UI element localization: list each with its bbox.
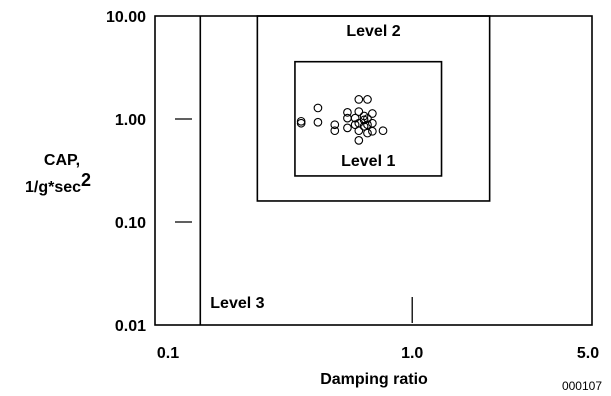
y-tick-label: 1.00 <box>115 112 146 129</box>
y-tick-label: 0.10 <box>115 215 146 232</box>
data-point <box>363 128 372 138</box>
data-point <box>343 113 352 123</box>
x-tick-label: 1.0 <box>401 345 423 362</box>
y-axis-title-line2: 1/g*sec2 <box>25 170 91 196</box>
level-2-boundary <box>256 15 491 202</box>
data-point <box>354 95 364 104</box>
data-point <box>296 118 306 128</box>
data-points <box>296 95 388 145</box>
data-point <box>330 120 340 130</box>
x-tick-label: 5.0 <box>577 345 599 362</box>
data-point <box>354 107 364 116</box>
data-point <box>363 120 372 130</box>
data-point <box>343 123 352 133</box>
y-axis-ticks: 0.01 0.10 1.00 10.00 <box>106 9 192 335</box>
data-point <box>368 126 377 136</box>
data-point <box>343 108 352 117</box>
data-point <box>354 136 364 145</box>
x-tick-label: 0.1 <box>157 345 179 362</box>
data-point <box>363 114 372 123</box>
data-point <box>354 126 364 136</box>
level-2-label: Level 2 <box>346 23 400 40</box>
y-axis-title-line1: CAP, <box>44 152 80 169</box>
envelope-regions: Level 1 Level 2 Level 3 <box>199 15 491 325</box>
data-point <box>313 103 323 113</box>
y-tick-label: 10.00 <box>106 9 146 26</box>
figure-id: 000107 <box>562 379 602 393</box>
data-point <box>378 126 388 136</box>
level-1-label: Level 1 <box>341 153 395 170</box>
level-1-boundary <box>294 60 443 177</box>
x-axis-title: Damping ratio <box>320 371 428 388</box>
x-axis-ticks: 0.1 1.0 5.0 <box>157 297 599 362</box>
data-point <box>368 118 377 128</box>
data-point <box>313 117 323 127</box>
level-3-label: Level 3 <box>210 295 264 312</box>
data-point <box>368 109 377 118</box>
data-point <box>363 95 372 104</box>
y-axis-unit: 1/g*sec <box>25 179 81 196</box>
y-axis-unit-exponent: 2 <box>81 170 91 190</box>
y-tick-label: 0.01 <box>115 318 146 335</box>
data-point <box>330 126 340 136</box>
